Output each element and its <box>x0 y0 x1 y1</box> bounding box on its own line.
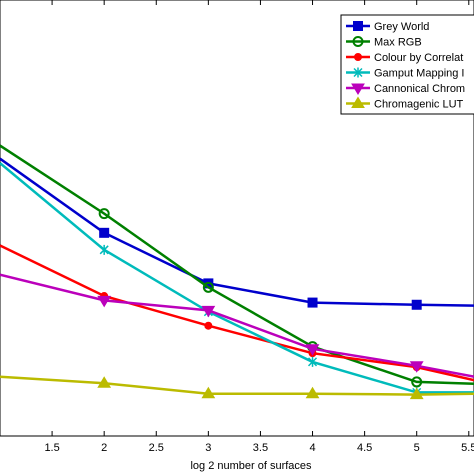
x-tick-label: 3.5 <box>253 442 268 454</box>
legend-marker <box>354 53 362 61</box>
data-point <box>307 297 318 308</box>
data-point <box>97 295 112 308</box>
legend-marker <box>351 96 365 108</box>
legend-label: Cannonical Chrom <box>374 83 465 95</box>
x-tick-label: 3 <box>205 442 211 454</box>
series-line <box>0 144 474 385</box>
legend-entry: Chromagenic LUT <box>346 96 464 111</box>
series-line <box>0 244 474 382</box>
data-point <box>99 227 110 238</box>
data-point <box>202 281 214 293</box>
legend-marker <box>353 21 363 31</box>
series-5 <box>0 273 474 378</box>
legend-entry: Gamput Mapping I <box>346 67 465 80</box>
data-point <box>201 386 216 399</box>
x-tick-label: 4 <box>309 442 315 454</box>
x-tick-label: 2.5 <box>149 442 164 454</box>
legend-entry: Colour by Correlat <box>346 52 463 64</box>
legend-label: Colour by Correlat <box>374 52 463 64</box>
data-point <box>409 387 424 400</box>
series-line <box>0 273 474 378</box>
legend-entry: Max RGB <box>346 36 422 49</box>
x-tick-label: 5 <box>414 442 420 454</box>
data-point <box>98 208 110 220</box>
data-point <box>99 244 109 255</box>
legend-label: Max RGB <box>374 37 422 49</box>
legend-label: Grey World <box>374 21 429 33</box>
series-layer <box>0 144 474 400</box>
x-axis-ticks: 1.5 2 2.5 3 3.5 4 4.5 5 5.5 <box>44 0 474 454</box>
legend-entry: Grey World <box>346 21 429 33</box>
x-tick-label: 1.5 <box>44 442 59 454</box>
data-point <box>201 305 216 318</box>
legend-entry: Cannonical Chrom <box>346 83 465 95</box>
legend-marker <box>351 83 365 95</box>
series-line <box>0 162 474 394</box>
x-tick-label: 5.5 <box>461 442 474 454</box>
x-tick-label: 2 <box>101 442 107 454</box>
data-point <box>409 361 424 373</box>
legend-marker <box>353 67 363 78</box>
data-point <box>305 386 320 399</box>
series-line <box>0 375 474 396</box>
data-point <box>411 299 422 310</box>
legend-label: Chromagenic LUT <box>374 99 464 111</box>
x-axis-label: log 2 number of surfaces <box>190 460 312 472</box>
legend: Grey World Max RGB Colour by Correlat Gampu… <box>340 14 474 115</box>
legend-label: Gamput Mapping I <box>374 68 465 80</box>
series-line <box>0 157 474 307</box>
data-point <box>411 376 423 388</box>
x-tick-label: 4.5 <box>357 442 372 454</box>
legend-box <box>340 14 474 115</box>
series-2 <box>0 144 474 388</box>
data-point <box>305 344 320 356</box>
series-6 <box>0 375 474 400</box>
data-point <box>307 356 318 367</box>
data-point <box>97 376 112 388</box>
legend-marker <box>352 36 364 47</box>
data-point <box>204 321 213 330</box>
